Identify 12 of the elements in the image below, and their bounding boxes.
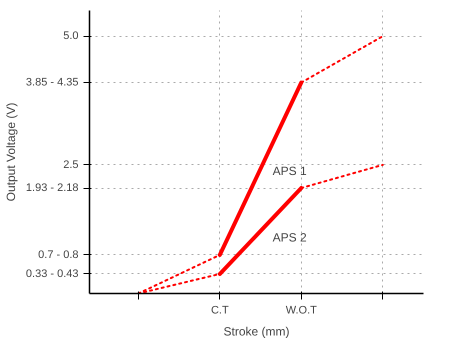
y-tick-label: 0.7 - 0.8 — [38, 248, 78, 261]
y-tick-label: 0.33 - 0.43 — [26, 268, 78, 280]
y-tick-label: 5.0 — [63, 30, 79, 42]
y-tick-label: 3.85 - 4.35 — [26, 76, 78, 89]
series-label: APS 1 — [272, 164, 307, 178]
y-axis-title: Output Voltage (V) — [4, 102, 18, 202]
series-label: APS 2 — [272, 230, 307, 245]
x-tick-label: W.O.T — [286, 304, 318, 316]
y-tick-label: 2.5 — [63, 158, 79, 171]
x-axis-title: Stroke (mm) — [224, 324, 290, 338]
x-tick-label: C.T — [210, 304, 229, 316]
y-tick-label: 1.93 - 2.18 — [26, 182, 78, 194]
